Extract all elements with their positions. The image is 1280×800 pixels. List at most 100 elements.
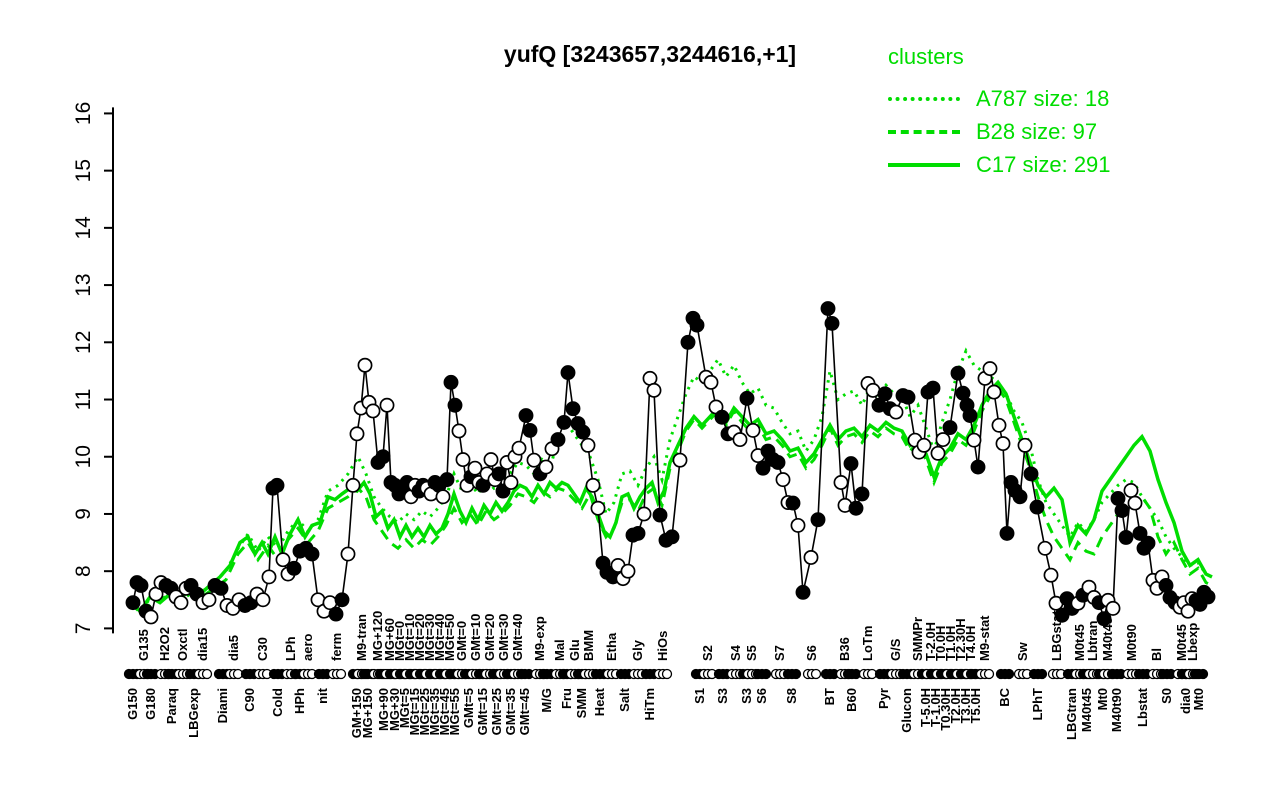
cluster-line-b28 [128, 385, 1213, 617]
data-point-filled [854, 486, 870, 502]
condition-label: Bl [1149, 648, 1164, 661]
data-point-filled [714, 409, 730, 425]
condition-label: M40t45 [1079, 688, 1094, 732]
data-point-open [455, 452, 471, 468]
legend-entry-c17: C17 size: 291 [888, 148, 1111, 181]
data-point-open [775, 472, 791, 488]
data-point-open [1043, 567, 1059, 583]
condition-label: Fru [559, 688, 574, 709]
condition-label: S5 [744, 645, 759, 661]
condition-label: LBGstat [1049, 610, 1064, 661]
condition-marker [790, 668, 802, 680]
condition-label: G150 [125, 688, 140, 720]
condition-label: Lbstat [1135, 687, 1150, 727]
condition-label: S0 [1159, 688, 1174, 704]
data-point-open [503, 475, 519, 490]
data-point-open [930, 445, 946, 461]
data-point-open [483, 452, 499, 468]
data-point-open [888, 404, 904, 420]
data-point-open [833, 475, 849, 490]
data-point-filled [1114, 503, 1130, 518]
data-point-filled [824, 315, 840, 331]
condition-label: dia0 [1178, 688, 1193, 714]
data-point-filled [1096, 611, 1112, 627]
condition-label: LoTm [860, 626, 875, 661]
data-point-filled [565, 401, 581, 417]
data-point-open [803, 549, 819, 565]
condition-label: MGt=55 [447, 688, 462, 735]
condition-label: M0t45 [1174, 624, 1189, 661]
data-point-open [357, 357, 373, 373]
data-point-open [986, 384, 1002, 400]
condition-label: HiOs [655, 631, 670, 661]
data-point-open [966, 432, 982, 448]
data-point-filled [925, 380, 941, 396]
condition-label: nit [315, 687, 330, 704]
condition-label: ferm [329, 633, 344, 661]
data-point-open [636, 506, 652, 522]
y-tick-label: 8 [72, 565, 95, 577]
condition-label: M40t45 [1100, 617, 1115, 661]
condition-label: GMt=5 [461, 688, 476, 728]
condition-label: Heat [592, 687, 607, 716]
condition-label: Lbexp [1185, 623, 1200, 661]
data-point-open [435, 489, 451, 505]
condition-label: S6 [804, 645, 819, 661]
condition-label: Salt [617, 687, 632, 712]
data-point-filled [785, 495, 801, 511]
condition-marker [810, 668, 822, 680]
condition-label: MGt=5 [397, 688, 412, 728]
condition-label: M40t90 [1109, 688, 1124, 732]
data-point-open [526, 452, 542, 468]
data-point-open [646, 382, 662, 398]
data-point-open [1105, 600, 1121, 616]
condition-label: S4 [728, 644, 743, 661]
y-tick-label: 11 [72, 389, 95, 411]
condition-label: Etha [604, 632, 619, 661]
data-point-open [982, 361, 998, 377]
condition-label: T1.0H [943, 626, 958, 661]
condition-label: MGt=30 [422, 614, 437, 661]
data-point-open [365, 403, 381, 419]
data-point-filled [1132, 525, 1148, 541]
data-point-open [1123, 483, 1139, 498]
data-point-open [173, 595, 189, 611]
data-point-filled [550, 432, 566, 448]
data-point-open [1127, 495, 1143, 511]
condition-label: BT [822, 688, 837, 705]
condition-label: H2O2 [157, 627, 172, 661]
data-point-open [1037, 540, 1053, 556]
condition-label: MGt=20 [412, 614, 427, 661]
condition-label: Oxctl [175, 628, 190, 661]
data-point-open [590, 500, 606, 516]
data-point-filled [522, 422, 538, 438]
condition-label: dia15 [195, 628, 210, 661]
clusters-legend: clusters A787 size: 18 B28 size: 97 C17 … [888, 44, 1111, 181]
condition-label: G180 [143, 688, 158, 720]
legend-label-c17: C17 size: 291 [976, 151, 1111, 177]
condition-label: MG+150 [360, 688, 375, 738]
data-point-filled [213, 580, 229, 596]
condition-label: GMt=25 [489, 688, 504, 735]
data-point-filled [962, 408, 978, 423]
condition-marker [1197, 668, 1209, 680]
condition-label: LBGtran [1064, 688, 1079, 740]
y-tick-label: 15 [72, 159, 95, 182]
condition-marker [983, 668, 995, 680]
condition-label: GMt=20 [482, 614, 497, 661]
condition-label: MGt=25 [417, 688, 432, 735]
data-point-filled [328, 606, 344, 622]
data-point-open [275, 552, 291, 568]
condition-label: S1 [692, 688, 707, 704]
condition-label: MGt=0 [392, 621, 407, 661]
condition-marker [760, 668, 772, 680]
data-point-filled [877, 386, 893, 402]
condition-marker [335, 668, 347, 680]
y-tick-label: 12 [72, 331, 95, 354]
legend-header: clusters [888, 44, 964, 69]
data-point-filled [848, 500, 864, 516]
condition-label: T-1.0H [928, 688, 943, 727]
data-point-filled [820, 301, 836, 316]
condition-label: M9-tran [354, 614, 369, 661]
data-point-filled [518, 408, 534, 423]
